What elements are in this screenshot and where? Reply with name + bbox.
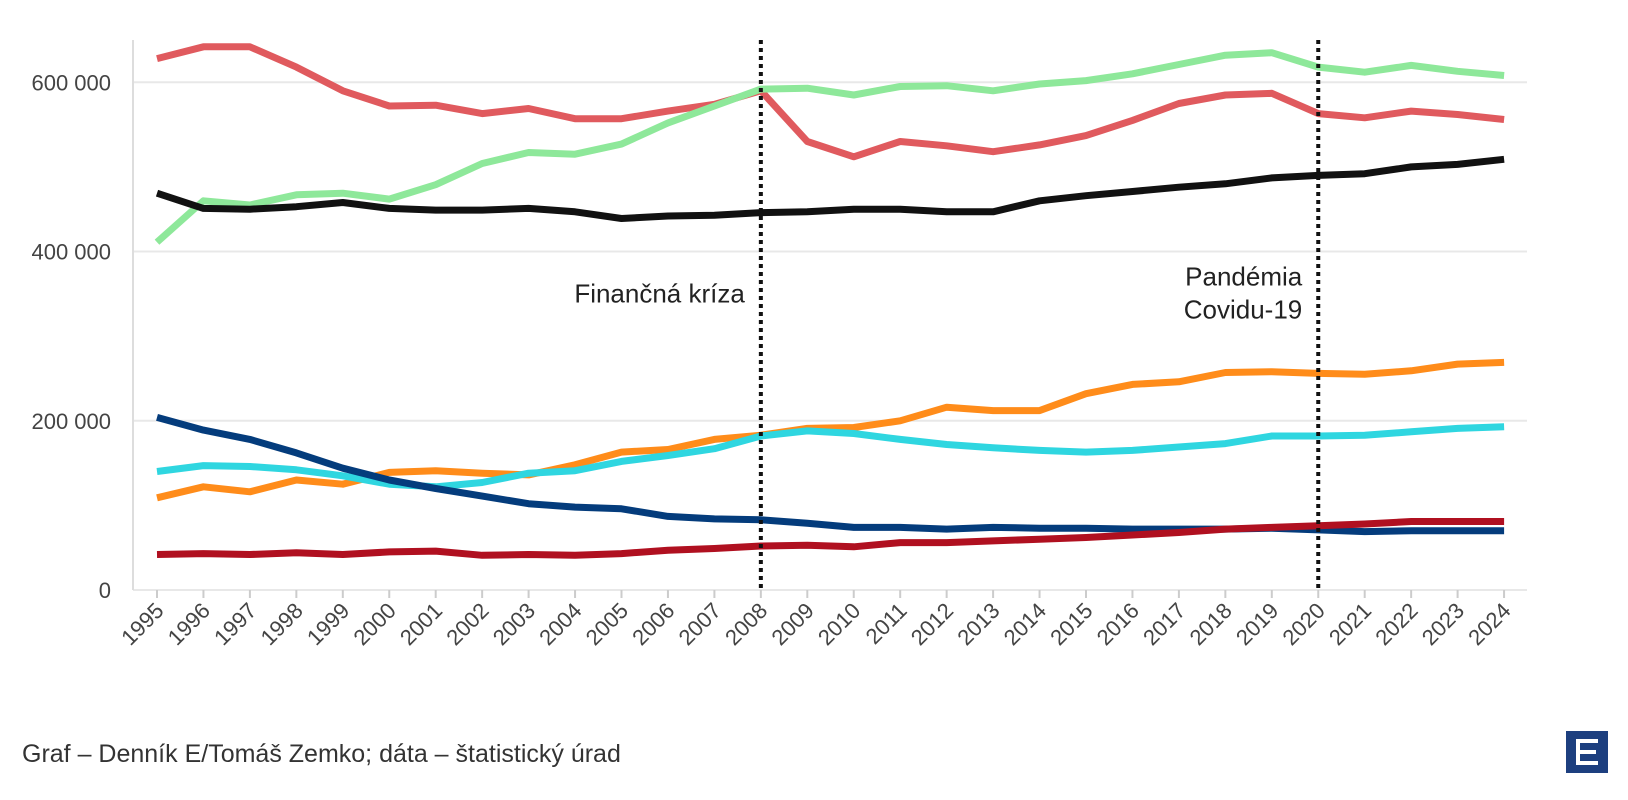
x-tick-label: 2008	[720, 598, 772, 650]
x-tick-label: 2009	[767, 598, 819, 650]
x-tick-label: 2000	[348, 598, 400, 650]
x-tick-label: 2017	[1138, 598, 1190, 650]
x-tick-label: 2020	[1277, 598, 1329, 650]
series-green-line	[154, 49, 1505, 245]
line-chart: 0 200 000 400 000 600 000 19951996199719981…	[31, 40, 1527, 650]
series-lines	[154, 43, 1505, 559]
source-caption: Graf – Denník E/Tomáš Zemko; dáta – štat…	[22, 740, 621, 768]
x-tick-label: 2014	[999, 598, 1051, 650]
x-tick-label: 1998	[256, 598, 308, 650]
series-orange-line	[156, 358, 1505, 502]
series-black-line	[155, 155, 1505, 222]
x-tick-label: 2007	[674, 598, 726, 650]
x-tick-label: 2011	[861, 598, 912, 649]
annotation-label: Finančná kríza	[574, 278, 745, 308]
x-tick-label: 1999	[302, 598, 354, 650]
x-tick-label: 2022	[1370, 598, 1422, 650]
x-tick-label: 2021	[1324, 598, 1376, 650]
annotation-label: Pandémia	[1185, 261, 1303, 291]
x-tick-label: 2015	[1045, 598, 1097, 650]
x-axis: 1995199619971998199920002001200220032004…	[116, 590, 1516, 650]
x-tick-label: 2018	[1185, 598, 1237, 650]
x-tick-label: 2023	[1417, 598, 1469, 650]
x-tick-label: 2005	[581, 598, 633, 650]
y-axis: 0 200 000 400 000 600 000	[31, 40, 134, 603]
series-cyan-line	[156, 423, 1505, 491]
x-tick-label: 2012	[906, 598, 958, 650]
x-tick-label: 2010	[813, 598, 865, 650]
series-darkred-line	[156, 518, 1505, 559]
x-tick-label: 2004	[534, 598, 586, 650]
denník-e-logo	[1566, 731, 1608, 773]
annotation-label: Covidu-19	[1184, 294, 1303, 324]
x-tick-label: 1996	[163, 598, 215, 650]
y-tick-label: 400 000	[31, 240, 111, 265]
x-tick-label: 1995	[116, 598, 168, 650]
x-tick-label: 2016	[1092, 598, 1144, 650]
grid-lines	[133, 81, 1527, 591]
x-tick-label: 1997	[209, 598, 261, 650]
x-tick-label: 2024	[1463, 598, 1515, 650]
x-tick-label: 2006	[627, 598, 679, 650]
y-tick-label: 0	[99, 578, 111, 603]
series-red-line	[156, 43, 1505, 161]
y-tick-label: 200 000	[31, 409, 111, 434]
x-tick-label: 2013	[952, 598, 1004, 650]
x-tick-label: 2003	[488, 598, 540, 650]
x-tick-label: 2001	[395, 598, 447, 650]
y-tick-label: 600 000	[31, 70, 111, 95]
x-tick-label: 2002	[441, 598, 493, 650]
x-tick-label: 2019	[1231, 598, 1283, 650]
